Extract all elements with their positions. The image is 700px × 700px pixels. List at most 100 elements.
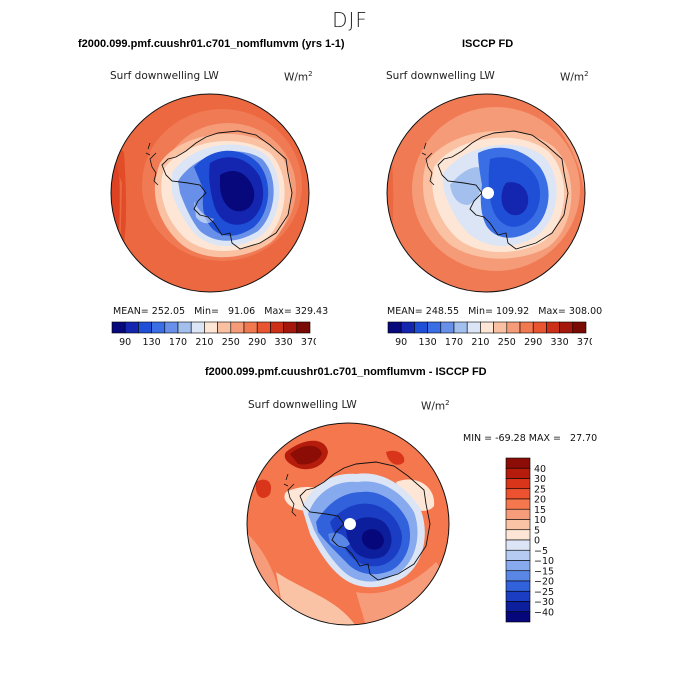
panel3-colorbar-tick-label: −5: [534, 546, 548, 557]
panel3-colorbar-swatch: [505, 488, 531, 500]
panel2-antarctica-coastline: [437, 130, 569, 250]
panel3-colorbar-swatch: [505, 580, 531, 592]
panel1-colorbar-swatch: [256, 321, 271, 334]
panel3-colorbar-swatch: [505, 457, 531, 469]
panel3-pole-hole: [344, 518, 356, 530]
panel2-variable-label: Surf downwelling LW: [386, 70, 495, 82]
panel3-variable-label: Surf downwelling LW: [248, 399, 357, 411]
panel3-colorbar-tick-label: −15: [534, 566, 554, 577]
panel3-colorbar-tick-label: 25: [534, 484, 546, 495]
panel3-colorbar-swatch: [505, 467, 531, 479]
panel3-colorbar-tick-label: −30: [534, 597, 554, 608]
panel3-title: f2000.099.pmf.cuushr01.c701_nomflumvm - …: [205, 366, 487, 378]
panel2-colorbar-swatch: [427, 321, 442, 334]
panel1-stats: MEAN= 252.05 Min= 91.06 Max= 329.43: [113, 306, 329, 317]
panel3-colorbar-swatch: [505, 529, 531, 541]
panel3-colorbar-tick-label: 5: [534, 525, 540, 536]
panel3-colorbar-swatch: [505, 478, 531, 490]
panel2-pole-hole: [482, 187, 494, 199]
panel1-colorbar-swatch: [296, 321, 311, 334]
panel1-colorbar-swatch: [243, 321, 258, 334]
panel1-colorbar-tick-label: 370: [301, 337, 316, 348]
panel1-colorbar-tick-label: 290: [248, 337, 266, 348]
panel1-colorbar-swatch: [217, 321, 232, 334]
panel2-colorbar-swatch: [559, 321, 574, 334]
panel3-colorbar-tick-label: −20: [534, 577, 554, 588]
panel1-colorbar: 90 130 170 210 250 290 330 370: [111, 321, 316, 348]
panel2-colorbar-swatch: [493, 321, 508, 334]
panel3-colorbar-tick-label: 30: [534, 474, 546, 485]
panel1-colorbar-swatch: [270, 321, 284, 334]
panel1-map-boundary: [110, 93, 310, 293]
panel1-colorbar-tick-label: 250: [222, 337, 240, 348]
panel3-units: W/m2: [421, 399, 450, 413]
panel3-colorbar-swatch: [505, 590, 531, 602]
panel1-colorbar-swatch: [190, 321, 205, 334]
panel1-colorbar-swatch: [124, 321, 139, 334]
panel2-colorbar-swatch: [414, 321, 428, 334]
panel2-colorbar-tick-label: 330: [551, 337, 569, 348]
panel3-colorbar-swatch: [505, 508, 531, 520]
panel1-colorbar-tick-label: 210: [195, 337, 213, 348]
panel1-colorbar-tick-label: 170: [169, 337, 187, 348]
panel3-colorbar-swatch: [505, 601, 531, 613]
panel3-colorbar-tick-label: 40: [534, 464, 546, 475]
panel3-colorbar-tick-label: 10: [534, 515, 546, 526]
panel1-colorbar-swatch: [164, 321, 179, 334]
panel3-colorbar-swatch: [505, 539, 531, 551]
panel1-colorbar-swatch: [138, 321, 152, 334]
panel1-colorbar-swatch: [177, 321, 192, 334]
panel2-stats: MEAN= 248.55 Min= 109.92 Max= 308.00: [387, 306, 603, 317]
season-title: DJF: [332, 8, 368, 32]
panel3-colorbar-tick-label: 20: [534, 495, 546, 506]
panel3-colorbar-swatch: [505, 611, 531, 623]
panel2-colorbar-tick-label: 130: [419, 337, 437, 348]
panel3-colorbar-swatch: [505, 560, 531, 572]
panel1-colorbar-swatch: [230, 321, 245, 334]
panel3-map: [246, 422, 450, 626]
panel3-colorbar-tick-label: 15: [534, 505, 546, 516]
panel1-colorbar-swatch: [111, 321, 126, 334]
panel1-map: [110, 93, 310, 293]
panel2-colorbar-swatch: [400, 321, 415, 334]
panel1-colorbar-tick-label: 330: [275, 337, 293, 348]
panel2-colorbar-swatch: [387, 321, 402, 334]
panel1-title: f2000.099.pmf.cuushr01.c701_nomflumvm (y…: [78, 38, 345, 50]
panel2-colorbar-tick-label: 370: [577, 337, 592, 348]
panel2-colorbar-tick-label: 170: [445, 337, 463, 348]
panel1-colorbar-swatch: [283, 321, 298, 334]
panel2-units: W/m2: [560, 70, 589, 84]
panel1-variable-label: Surf downwelling LW: [110, 70, 219, 82]
panel1-units: W/m2: [284, 70, 313, 84]
panel2-colorbar-swatch: [546, 321, 560, 334]
panel2-colorbar-swatch: [440, 321, 455, 334]
panel3-antarctica-coastline: [299, 461, 431, 581]
panel2-colorbar-swatch: [466, 321, 481, 334]
panel1-colorbar-swatch: [151, 321, 166, 334]
panel2-colorbar-tick-label: 210: [471, 337, 489, 348]
panel3-colorbar-tick-label: −40: [534, 607, 554, 618]
panel3-colorbar-swatch: [505, 519, 531, 531]
panel3-colorbar-swatch: [505, 570, 531, 582]
panel2-colorbar-swatch: [453, 321, 468, 334]
panel3-colorbar-tick-label: 0: [534, 536, 540, 547]
panel1-colorbar-tick-label: 130: [143, 337, 161, 348]
panel2-colorbar-tick-label: 290: [524, 337, 542, 348]
panel1-antarctica-coastline: [161, 130, 293, 250]
panel3-stats: MIN = -69.28 MAX = 27.70: [463, 433, 598, 444]
panel2-map-boundary: [386, 93, 586, 293]
panel2-colorbar-swatch: [532, 321, 547, 334]
panel2-colorbar-swatch: [506, 321, 521, 334]
panel2-colorbar: 90 130 170 210 250 290 330 370: [387, 321, 592, 348]
panel3-colorbar-tick-label: −25: [534, 587, 554, 598]
panel2-map: [386, 93, 586, 293]
panel2-title: ISCCP FD: [462, 38, 514, 50]
panel3-colorbar-swatch: [505, 498, 531, 510]
panel2-colorbar-swatch: [519, 321, 534, 334]
panel1-colorbar-tick-label: 90: [119, 337, 131, 348]
panel3-colorbar-swatch: [505, 549, 531, 561]
panel3-map-boundary: [246, 422, 450, 626]
panel2-colorbar-swatch: [480, 321, 494, 334]
panel2-colorbar-tick-label: 90: [395, 337, 407, 348]
